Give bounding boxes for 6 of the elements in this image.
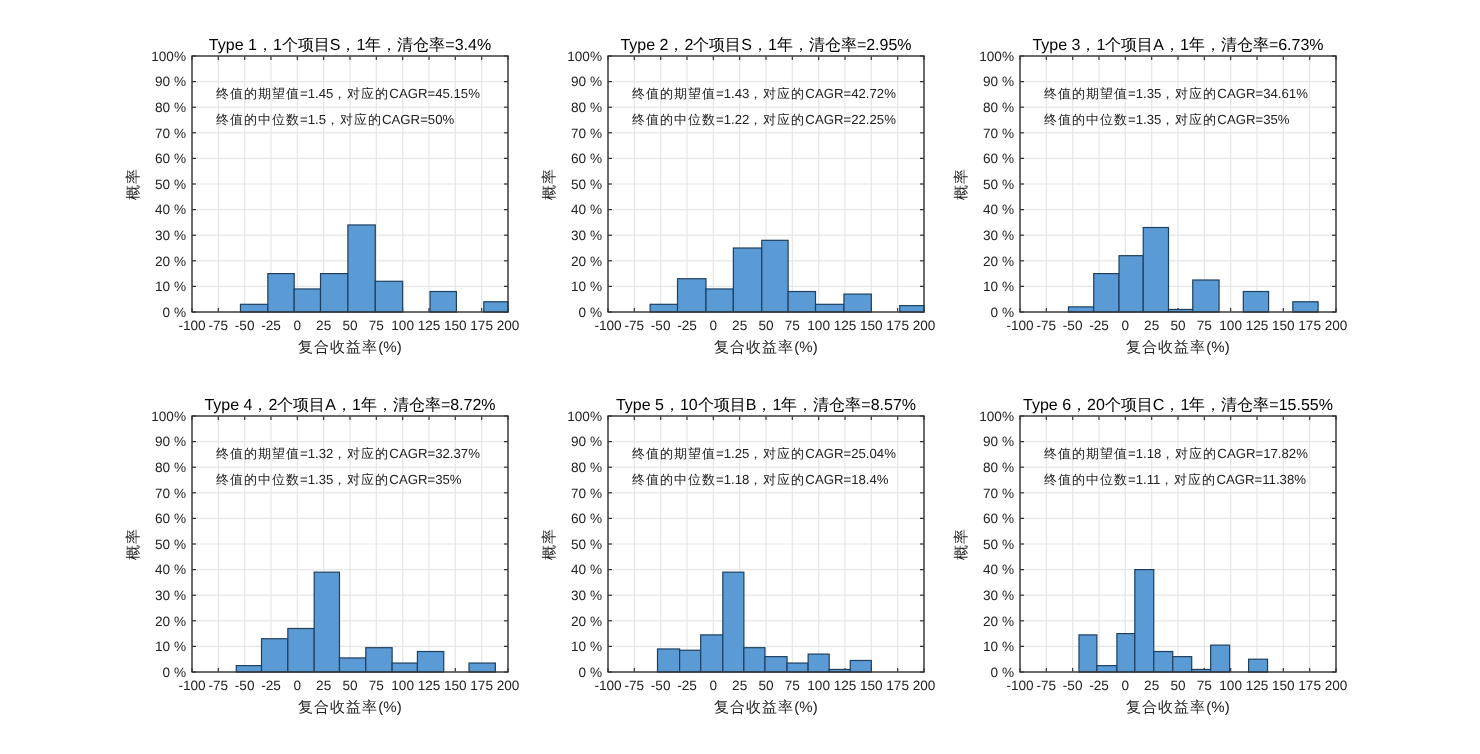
chart-title: Type 1，1个项目S，1年，清仓率=3.4%: [208, 36, 492, 54]
chart-title: Type 6，20个项目C，1年，清仓率=15.55%: [1023, 396, 1333, 414]
chart-title: Type 4，2个项目A，1年，清仓率=8.72%: [204, 396, 496, 414]
chart-title: Type 3，1个项目A，1年，清仓率=6.73%: [1032, 36, 1324, 54]
chart-title: Type 5，10个项目B，1年，清仓率=8.57%: [615, 396, 917, 414]
chart-title: Type 2，2个项目S，1年，清仓率=2.95%: [620, 36, 912, 54]
